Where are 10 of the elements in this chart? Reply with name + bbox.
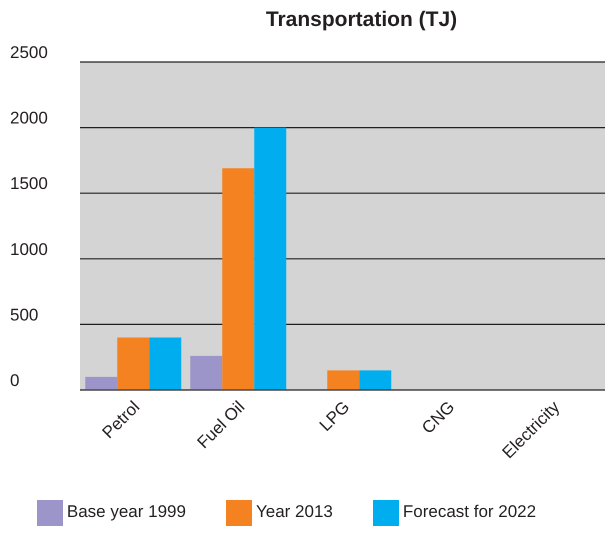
y-tick-label: 2000 [10,108,48,128]
legend-label: Base year 1999 [66,502,186,522]
y-tick-label: 1000 [10,240,48,259]
y-tick-label: 1500 [10,174,48,194]
legend-label: Year 2013 [256,502,333,522]
y-tick-label: 2500 [10,43,48,62]
y-tick-label: 0 [10,371,20,390]
chart-title: Transportation (TJ) [264,8,458,33]
legend-label: Forecast for 2022 [402,502,536,522]
y-tick-label: 500 [10,305,38,324]
